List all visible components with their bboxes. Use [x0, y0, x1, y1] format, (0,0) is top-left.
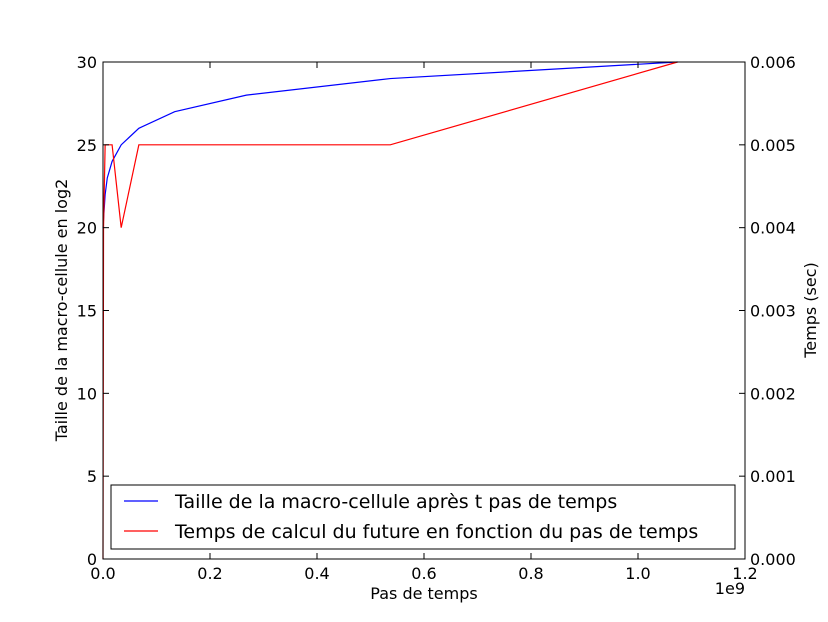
- y-right-tick-label: 0.006: [750, 53, 796, 72]
- y-left-tick-label: 0: [87, 550, 97, 569]
- x-tick-label: 0.2: [197, 564, 222, 583]
- y-left-tick-label: 25: [77, 136, 97, 155]
- x-tick-label: 0.6: [411, 564, 436, 583]
- plot-frame: [102, 61, 746, 560]
- y-right-tick-label: 0.003: [750, 302, 796, 321]
- series-line-2: [102, 61, 678, 560]
- x-tick-label: 1.2: [732, 564, 757, 583]
- x-tick-label: 0.4: [304, 564, 329, 583]
- x-tick-label: 0.8: [518, 564, 543, 583]
- y-left-tick-label: 15: [77, 302, 97, 321]
- legend-label-series-1: Taille de la macro-cellule après t pas d…: [174, 491, 617, 513]
- series-layer: [102, 61, 678, 560]
- legend-label-series-2: Temps de calcul du future en fonction du…: [174, 521, 698, 543]
- x-tick-label: 1.0: [625, 564, 650, 583]
- legend-box: [110, 484, 736, 550]
- series-line-1: [102, 61, 678, 228]
- y-right-tick-label: 0.001: [750, 467, 796, 486]
- y-left-tick-label: 20: [77, 219, 97, 238]
- y-right-tick-label: 0.004: [750, 219, 796, 238]
- x-axis-label: Pas de temps: [370, 584, 477, 603]
- tick-layer: 0.0 0.2 0.4 0.6 0.8 1.0 1.2 0 5 10 15 20 25 30 0.000 0.…: [77, 53, 796, 583]
- y-right-tick-label: 0.005: [750, 136, 796, 155]
- legend: Taille de la macro-cellule après t pas d…: [110, 484, 736, 550]
- y-left-tick-label: 10: [77, 384, 97, 403]
- y-axis-label-left: Taille de la macro-cellule en log2: [52, 179, 71, 443]
- y-right-tick-label: 0.002: [750, 384, 796, 403]
- x-tick-label: 0.0: [90, 564, 115, 583]
- y-axis-label-right: Temps (sec): [801, 262, 820, 359]
- y-right-tick-label: 0.000: [750, 550, 796, 569]
- plot-area: [103, 62, 745, 559]
- x-axis-offset-label: 1e9: [715, 579, 745, 598]
- y-left-tick-label: 30: [77, 53, 97, 72]
- y-left-tick-label: 5: [87, 467, 97, 486]
